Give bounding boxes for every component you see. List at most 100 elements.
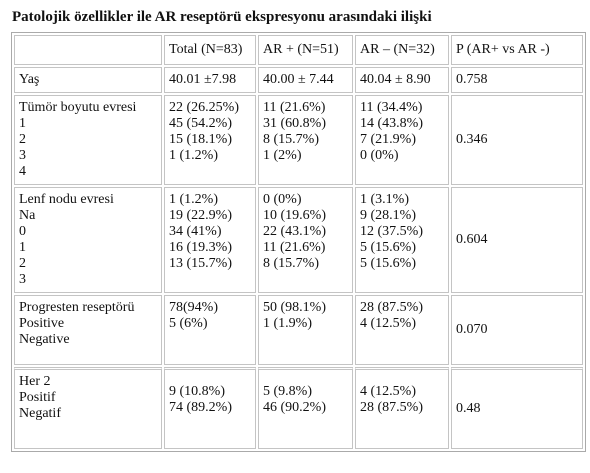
table-cell: 22 (26.25%) 45 (54.2%) 15 (18.1%) 1 (1.2%) <box>164 95 256 185</box>
cell-line: 14 (43.8%) <box>360 116 423 131</box>
header-cell: AR – (N=32) <box>355 35 449 65</box>
cell-line: 0.604 <box>456 232 488 247</box>
cell-line: 11 (21.6%) <box>263 240 326 255</box>
title: Patolojik özellikler ile AR reseptörü ek… <box>12 9 432 25</box>
cell-line: Lenf nodu evresi <box>19 192 114 207</box>
cell-line: 28 (87.5%) <box>360 300 423 315</box>
cell-line: Yaş <box>19 72 40 87</box>
cell-line: Na <box>19 208 36 223</box>
table-cell: 4 (12.5%) 28 (87.5%) <box>355 367 449 449</box>
table-cell: 0.346 <box>451 95 583 185</box>
cell-line: Her 2 <box>19 374 51 389</box>
cell-line: 10 (19.6%) <box>263 208 326 223</box>
cell-line: 45 (54.2%) <box>169 116 232 131</box>
table-cell: 40.01 ±7.98 <box>164 67 256 93</box>
cell-line: 46 (90.2%) <box>263 400 326 415</box>
cell-line: 12 (37.5%) <box>360 224 423 239</box>
cell-line: 5 (15.6%) <box>360 256 416 271</box>
cell-line: 5 (6%) <box>169 316 208 331</box>
cell-line: 0 (0%) <box>360 148 399 163</box>
table-cell: 78(94%) 5 (6%) <box>164 295 256 365</box>
table-cell: Lenf nodu evresi Na 0 1 2 3 <box>14 187 162 293</box>
cell-line: 2 <box>19 132 26 147</box>
cell-line: 0.346 <box>456 132 488 147</box>
cell-line: 4 (12.5%) <box>360 384 416 399</box>
cell-line: Progresten reseptörü <box>19 300 135 315</box>
table-cell: 0.070 <box>451 295 583 365</box>
table-body: Total (N=83) AR + (N=51) AR – (N=32) P (AR+… <box>14 35 583 449</box>
table-row: Progresten reseptörü Positive Negative 78(9… <box>14 295 583 365</box>
table-cell: 0.604 <box>451 187 583 293</box>
cell-line: 40.00 ± 7.44 <box>263 72 334 87</box>
table-cell: Tümör boyutu evresi 1 2 3 4 <box>14 95 162 185</box>
cell-line: 9 (28.1%) <box>360 208 416 223</box>
table-cell: 9 (10.8%) 74 (89.2%) <box>164 367 256 449</box>
cell-line: 9 (10.8%) <box>169 384 225 399</box>
cell-line: 31 (60.8%) <box>263 116 326 131</box>
cell-line: Positive <box>19 316 65 331</box>
cell-line: 0.48 <box>456 401 481 416</box>
header-cell: P (AR+ vs AR -) <box>451 35 583 65</box>
cell-line: 5 (9.8%) <box>263 384 312 399</box>
cell-line: 1 (1.2%) <box>169 192 218 207</box>
table-cell: 0.48 <box>451 367 583 449</box>
cell-line: 11 (34.4%) <box>360 100 423 115</box>
cell-line: Tümör boyutu evresi <box>19 100 137 115</box>
table-cell: 11 (21.6%) 31 (60.8%) 8 (15.7%) 1 (2%) <box>258 95 353 185</box>
cell-line: 16 (19.3%) <box>169 240 232 255</box>
header-cell <box>14 35 162 65</box>
table-cell: Her 2 Positif Negatif <box>14 367 162 449</box>
cell-line: 2 <box>19 256 26 271</box>
cell-line: 11 (21.6%) <box>263 100 326 115</box>
cell-line: 40.01 ±7.98 <box>169 72 237 87</box>
header-row: Total (N=83) AR + (N=51) AR – (N=32) P (AR+… <box>14 35 583 65</box>
table-row: Tümör boyutu evresi 1 2 3 4 22 (26.25%) 45 (54… <box>14 95 583 185</box>
table-cell: 11 (34.4%) 14 (43.8%) 7 (21.9%) 0 (0%) <box>355 95 449 185</box>
cell-line: 0 <box>19 224 26 239</box>
table-cell: 0.758 <box>451 67 583 93</box>
table-cell: 1 (1.2%) 19 (22.9%) 34 (41%) 16 (19.3%) 13 (… <box>164 187 256 293</box>
header-cell: AR + (N=51) <box>258 35 353 65</box>
cell-line: 1 <box>19 240 26 255</box>
cell-line: 0.070 <box>456 322 488 337</box>
cell-line: 78(94%) <box>169 300 218 315</box>
cell-line: 74 (89.2%) <box>169 400 232 415</box>
cell-line: 1 <box>19 116 26 131</box>
cell-line: 0.758 <box>456 72 488 87</box>
cell-line: 7 (21.9%) <box>360 132 416 147</box>
cell-line: Negative <box>19 332 70 347</box>
cell-line: 22 (43.1%) <box>263 224 326 239</box>
cell-line: 13 (15.7%) <box>169 256 232 271</box>
table: Total (N=83) AR + (N=51) AR – (N=32) P (AR+… <box>11 32 586 452</box>
cell-line: 0 (0%) <box>263 192 302 207</box>
cell-line: 40.04 ± 8.90 <box>360 72 431 87</box>
header-cell: Total (N=83) <box>164 35 256 65</box>
table-row: Yaş 40.01 ±7.98 40.00 ± 7.44 40.04 ± 8.90 0.… <box>14 67 583 93</box>
table-cell: 1 (3.1%) 9 (28.1%) 12 (37.5%) 5 (15.6%) 5 (1… <box>355 187 449 293</box>
cell-line: 50 (98.1%) <box>263 300 326 315</box>
cell-line: 34 (41%) <box>169 224 222 239</box>
table-cell: 5 (9.8%) 46 (90.2%) <box>258 367 353 449</box>
cell-line: 3 <box>19 148 26 163</box>
table-cell: 0 (0%) 10 (19.6%) 22 (43.1%) 11 (21.6%) 8 (1… <box>258 187 353 293</box>
table-row: Lenf nodu evresi Na 0 1 2 3 1 (1.2%) 19 (22.9%)… <box>14 187 583 293</box>
cell-line: 1 (3.1%) <box>360 192 409 207</box>
cell-line: 4 <box>19 164 26 179</box>
table-cell: Progresten reseptörü Positive Negative <box>14 295 162 365</box>
cell-line: 15 (18.1%) <box>169 132 232 147</box>
cell-line: Negatif <box>19 406 61 421</box>
cell-line: 4 (12.5%) <box>360 316 416 331</box>
cell-line: 28 (87.5%) <box>360 400 423 415</box>
cell-line: 8 (15.7%) <box>263 256 319 271</box>
table-cell: 28 (87.5%) 4 (12.5%) <box>355 295 449 365</box>
table-cell: 40.04 ± 8.90 <box>355 67 449 93</box>
table-cell: 50 (98.1%) 1 (1.9%) <box>258 295 353 365</box>
table-cell: Yaş <box>14 67 162 93</box>
cell-line: 1 (1.2%) <box>169 148 218 163</box>
cell-line: 3 <box>19 272 26 287</box>
cell-line: Positif <box>19 390 56 405</box>
cell-line: 8 (15.7%) <box>263 132 319 147</box>
cell-line: 1 (2%) <box>263 148 302 163</box>
cell-line: 19 (22.9%) <box>169 208 232 223</box>
